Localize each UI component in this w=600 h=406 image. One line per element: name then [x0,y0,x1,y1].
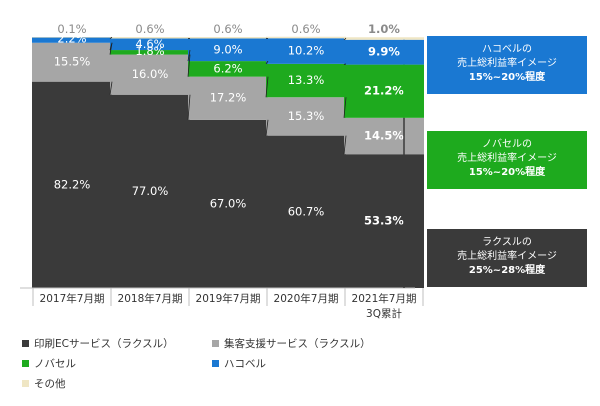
data-label-top: 0.1% [57,22,86,36]
data-label: 1.8% [135,44,164,58]
bar-segment-1-4 [266,135,346,288]
data-label: 13.3% [288,73,325,87]
data-label: 60.7% [288,204,325,218]
data-label: 9.0% [213,42,242,56]
bar-segment-5-1 [32,37,112,38]
callout-text: ラクスルの [482,236,532,248]
callout-background [427,131,587,189]
x-tick-label: 2018年7月期 [118,292,183,305]
callout-text: 売上総利益率イメージ [457,151,557,164]
x-tick-label: 2021年7月期 3Q累計 [352,292,417,320]
legend-swatch [22,340,29,347]
bar-segment-4-2 [110,38,190,51]
connector-line [265,60,269,65]
connector-line [109,81,113,95]
connector-line [265,76,269,98]
data-label: 82.2% [54,177,91,191]
callout-text: 15%~20%程度 [469,165,546,178]
legend-label: 印刷ECサービス（ラクスル） [34,337,174,350]
x-tick-label: 2017年7月期 [40,292,105,305]
callout-text: ハコベルの [482,43,532,55]
data-label: 10.2% [288,44,325,58]
x-tick-label: 2019年7月期 [196,292,261,305]
x-tick-label: 2020年7月期 [274,292,339,305]
data-label: 15.3% [288,109,325,123]
bar-segment-2-5 [344,117,424,155]
connector-line [343,135,347,155]
bar-segment-3-4 [266,63,346,98]
bar-segment-5-5 [344,37,424,40]
legend-label: 集客支援サービス（ラクスル） [224,337,371,350]
legend-swatch [212,340,219,347]
connector-line [109,42,113,51]
data-label: 21.2% [364,84,404,98]
data-label: 53.3% [364,214,404,228]
callout-text: 15%~20%程度 [469,70,546,83]
legend-label: その他 [34,377,66,390]
data-label-top: 1.0% [368,22,400,36]
legend-swatch [22,380,29,387]
bar-segment-4-4 [266,38,346,64]
bar-segment-1-5 [344,154,424,288]
bar-segment-2-2 [110,54,190,95]
bar-segment-2-3 [188,76,268,120]
callout-background [427,229,587,287]
data-label: 17.2% [210,91,247,105]
bar-segment-3-3 [188,61,268,77]
bar-segment-2-1 [32,42,112,82]
bar-segment-4-3 [188,38,268,62]
legend-swatch [22,360,29,367]
data-label: 9.9% [368,45,400,59]
bar-segment-1-3 [188,119,268,288]
data-label-top: 0.6% [213,22,242,36]
data-label-top: 0.6% [291,22,320,36]
data-label: 77.0% [132,184,169,198]
connector-line [343,63,347,65]
data-label: 15.5% [54,55,91,69]
data-label: 16.0% [132,67,169,81]
callout-text: 売上総利益率イメージ [457,56,557,69]
legend-label: ノバセル [34,358,76,370]
bar-segment-2-4 [266,97,346,136]
bar-segment-1-1 [32,81,112,288]
connector-line [343,37,347,41]
connector-line [109,36,113,39]
bar-segment-4-1 [32,37,112,43]
data-label: 67.0% [210,196,247,210]
data-label-top: 0.6% [135,22,164,36]
connector-line [187,94,191,120]
data-label: 6.2% [213,61,242,75]
connector-line [187,49,191,62]
callout-text: 売上総利益率イメージ [457,249,557,262]
bar-segment-3-2 [110,50,190,55]
bar-segment-5-3 [188,37,268,39]
legend-label: ハコベル [224,358,266,370]
data-label: 2.2% [57,32,86,46]
bar-segment-3-5 [344,64,424,118]
callout-background [427,36,587,94]
callout-text: ノバセルの [482,138,532,150]
connector-line [343,97,347,118]
callout-text: 25%~28%程度 [469,263,546,276]
bar-segment-1-2 [110,94,190,288]
bar-segment-5-4 [266,36,346,39]
data-label: 14.5% [364,129,404,143]
connector-line [265,119,269,136]
data-label: 4.6% [135,37,164,51]
bar-segment-4-5 [344,39,424,65]
legend-swatch [212,360,219,367]
connector-line [187,54,191,77]
bar-segment-5-2 [110,37,190,39]
